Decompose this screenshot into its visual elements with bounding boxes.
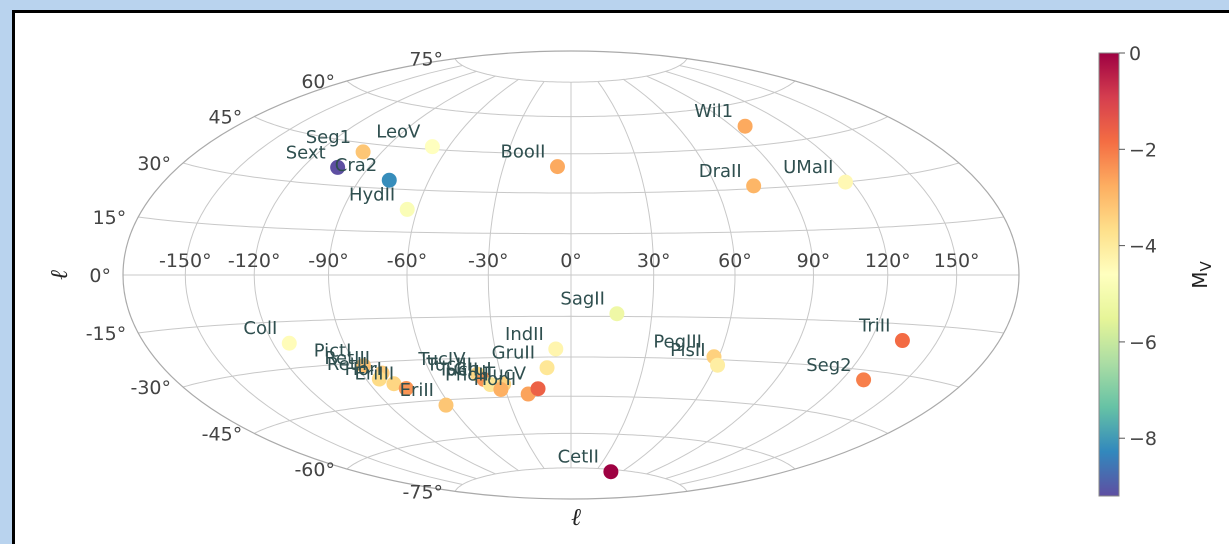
lon-tick-label: -30° [468,250,509,272]
point-label: LeoV [376,122,421,143]
grid-lines [123,51,1019,499]
point-marker [438,398,453,413]
colorbar: 0 −2 −4 −6 −8 MV [1099,43,1215,496]
lat-tick-label: 45° [209,107,243,129]
point-label: ColI [243,318,277,339]
lon-tick-label: 0° [560,250,582,272]
colorbar-ticks: 0 −2 −4 −6 −8 [1119,43,1157,450]
lat-tick-label: 75° [409,49,443,71]
point-marker [838,175,853,190]
point-marker [282,336,297,351]
point-label: UMaII [783,157,833,178]
colorbar-label: MV [1188,261,1215,289]
lat-tick-label: -30° [130,377,171,399]
lat-tick-label: -75° [403,481,444,503]
lon-tick-label: -90° [308,250,349,272]
point-label: GruII [492,343,535,364]
data-point-booii: BooII [500,142,565,175]
lon-tick-label: 90° [797,250,831,272]
point-label: DraII [699,161,742,182]
colorbar-tick-label: −4 [1129,236,1157,258]
data-point-cra2: Cra2 [335,155,397,188]
lat-tick-label: -45° [202,423,243,445]
point-label: HydII [349,184,395,205]
point-label: Wil1 [694,101,733,122]
point-marker [710,358,725,373]
lon-tick-label: -60° [387,250,428,272]
point-marker [425,139,440,154]
point-marker [540,360,555,375]
colorbar-tick-label: −8 [1129,428,1157,450]
lat-tick-label: -60° [294,459,335,481]
point-label: Sext [286,142,326,163]
point-label: BooII [500,142,545,163]
lon-tick-label: 150° [934,250,980,272]
point-label: TriII [858,316,890,337]
point-marker [895,333,910,348]
data-point-coli: ColI [243,318,296,351]
point-marker [746,178,761,193]
point-marker [400,202,415,217]
point-label: EriII [400,380,434,401]
lat-tick-label: 60° [301,71,335,93]
data-point-triii: TriII [858,316,910,349]
lat-tick-label: 15° [93,207,127,229]
data-point-draii: DraII [699,161,761,194]
colorbar-tick-label: −2 [1129,139,1157,161]
x-axis-label: ℓ [571,503,581,531]
point-label: PisII [670,340,705,361]
point-label: CetII [558,447,599,468]
point-marker [856,372,871,387]
point-label: Cra2 [335,155,377,176]
point-label: Seg2 [806,355,851,376]
point-marker [603,464,618,479]
point-label: EriIII [355,364,395,385]
point-label: SagII [560,289,605,310]
y-axis-label: ℓ [45,270,73,280]
lon-tick-label: 30° [637,250,671,272]
data-points: BooII Wil1 DraII UMaII Seg1 LeoV Sext Cra2 HydII… [243,101,910,479]
colorbar-tick-label: −6 [1129,332,1157,354]
point-marker [550,159,565,174]
sky-map-chart: -150° -120° -90° -60° -30° 0° 30° 60° 90° 120° 150… [15,13,1229,544]
data-point-seg2: Seg2 [806,355,871,388]
colorbar-tick-label: 0 [1129,43,1141,65]
lon-tick-label: 120° [865,250,911,272]
plot-frame: -150° -120° -90° -60° -30° 0° 30° 60° 90° 120° 150… [12,10,1229,544]
point-marker [609,306,624,321]
data-point-wil1: Wil1 [694,101,752,134]
point-label: TucV [483,364,527,385]
lon-tick-label: 60° [718,250,752,272]
lat-tick-label: 0° [89,265,111,287]
lat-tick-label: 30° [137,153,171,175]
point-marker [531,381,546,396]
point-marker [548,341,563,356]
lat-tick-label: -15° [86,323,127,345]
data-point-leov: LeoV [376,122,440,154]
tick-labels: -150° -120° -90° -60° -30° 0° 30° 60° 90° 120° 150… [86,49,980,504]
lon-tick-label: -120° [228,250,281,272]
point-marker [738,119,753,134]
colorbar-gradient [1099,53,1119,496]
lon-tick-label: -150° [159,250,212,272]
